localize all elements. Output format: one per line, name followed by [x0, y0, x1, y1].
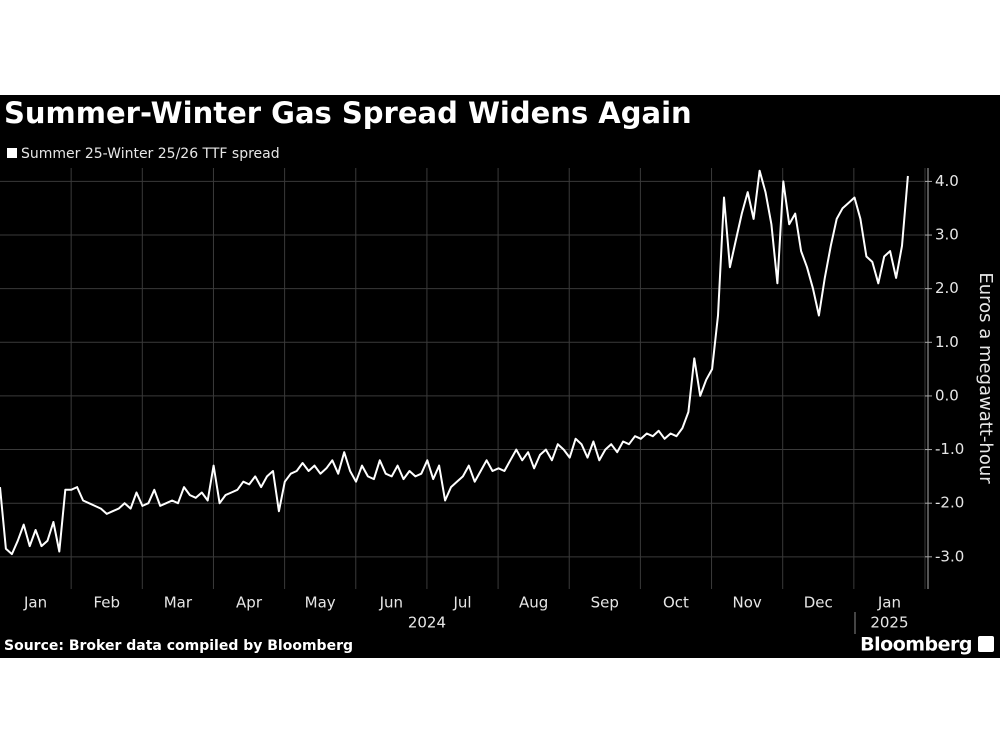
- y-tick-label: 0.0: [935, 386, 959, 404]
- brand-icon: [978, 636, 994, 652]
- chart-background: [0, 95, 1000, 658]
- chart-title: Summer-Winter Gas Spread Widens Again: [4, 96, 692, 130]
- source: Source: Broker data compiled by Bloomber…: [4, 638, 353, 654]
- y-tick-label: 2.0: [935, 279, 959, 297]
- x-tick-label: Jun: [379, 594, 403, 612]
- y-tick-label: -2.0: [935, 494, 964, 512]
- y-tick-label: -1.0: [935, 440, 964, 458]
- year-label: 2024: [408, 614, 446, 632]
- x-tick-label: Dec: [804, 594, 833, 612]
- x-tick-label: Jan: [877, 594, 901, 612]
- y-tick-label: -3.0: [935, 547, 964, 565]
- x-tick-label: Jul: [452, 594, 471, 612]
- x-tick-label: Oct: [663, 594, 689, 612]
- x-tick-label: Sep: [591, 594, 619, 612]
- x-tick-label: Nov: [732, 594, 761, 612]
- legend-swatch: [7, 148, 17, 158]
- y-axis-label: Euros a megawatt-hour: [975, 272, 996, 484]
- year-label: 2025: [870, 614, 908, 632]
- x-tick-label: Feb: [93, 594, 120, 612]
- legend-label: Summer 25-Winter 25/26 TTF spread: [21, 146, 280, 162]
- y-tick-label: 4.0: [935, 172, 959, 190]
- x-tick-label: Jan: [23, 594, 47, 612]
- x-tick-label: May: [305, 594, 336, 612]
- x-tick-label: Mar: [164, 594, 193, 612]
- brand: Bloomberg: [860, 634, 972, 656]
- line: [0, 169, 909, 556]
- y-tick-label: 3.0: [935, 226, 959, 244]
- x-tick-label: Aug: [519, 594, 548, 612]
- x-tick-label: Apr: [236, 594, 263, 612]
- y-tick-label: 1.0: [935, 333, 959, 351]
